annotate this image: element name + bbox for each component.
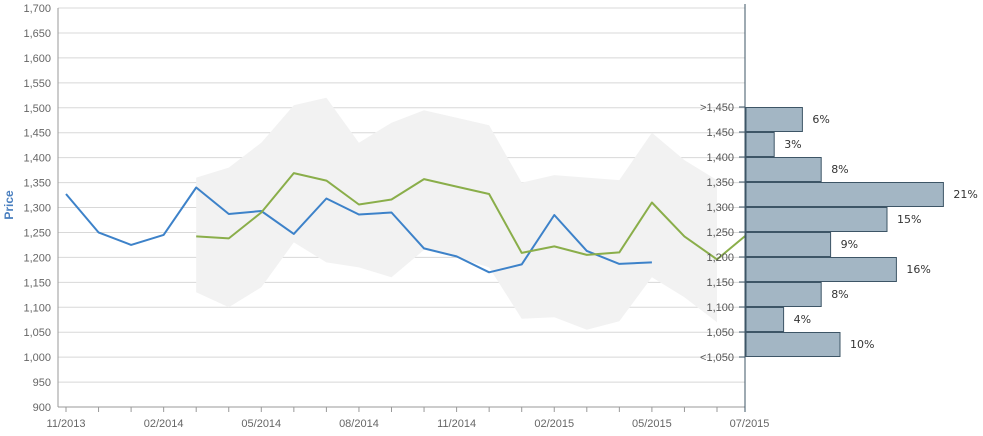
x-tick-label: 02/2014: [144, 418, 184, 430]
distribution-bin-label: <1,050: [700, 352, 734, 364]
y-tick-label: 1,550: [23, 78, 51, 90]
y-tick-label: 1,650: [23, 28, 51, 40]
distribution-bar: [745, 107, 803, 132]
y-tick-label: 1,500: [23, 103, 51, 115]
y-tick-label: 1,300: [23, 203, 51, 215]
distribution-bin-label: 1,150: [706, 277, 734, 289]
series-line-green: [196, 172, 751, 261]
x-tick-label: 07/2015: [730, 418, 770, 430]
y-axis-title: Price: [2, 190, 16, 220]
distribution-bin-label: 1,300: [706, 202, 734, 214]
y-tick-label: 1,600: [23, 53, 51, 65]
distribution-bin-label: 1,050: [706, 327, 734, 339]
distribution-bin-label: 1,450: [706, 127, 734, 139]
series-line-blue: [65, 186, 652, 274]
y-tick-label: 1,250: [23, 227, 51, 239]
distribution-bin-label: >1,450: [700, 102, 734, 114]
y-tick-label: 1,350: [23, 178, 51, 190]
y-tick-labels: 900 950 1,000 1,050 1,100 1,150 1,200 1,250 1,30…: [23, 3, 51, 414]
x-tick-label: 11/2013: [47, 418, 86, 430]
x-tick-label: 05/2014: [241, 418, 281, 430]
x-tick-label: 05/2015: [632, 418, 672, 430]
distribution-bar-pct: 10%: [850, 338, 874, 351]
distribution-bar-pct: 4%: [794, 313, 811, 326]
y-tick-label: 1,700: [23, 3, 51, 15]
distribution-bin-label: 1,200: [706, 252, 734, 264]
x-tick-label: 11/2014: [437, 418, 476, 430]
distribution-bar-pct: 8%: [831, 163, 848, 176]
grid-lines: [58, 7, 745, 408]
distribution-bars: >1,450 6% 1,450 3% 1,400 8% 1,350 21% 1,300 15% 1,…: [700, 102, 978, 364]
distribution-bar-pct: 15%: [897, 213, 921, 226]
x-tick-label: 02/2015: [534, 418, 574, 430]
distribution-bar-pct: 8%: [831, 288, 848, 301]
distribution-bar: [745, 132, 775, 157]
y-tick-label: 950: [33, 377, 51, 389]
distribution-bar-pct: 16%: [906, 263, 930, 276]
distribution-bar-pct: 6%: [812, 113, 829, 126]
y-tick-label: 1,400: [23, 153, 51, 165]
distribution-bar: [745, 307, 785, 332]
distribution-bin-label: 1,350: [706, 177, 734, 189]
y-tick-label: 1,050: [23, 327, 51, 339]
x-tick-labels: 11/2013 02/2014 05/2014 08/2014 11/2014 02/20…: [47, 418, 770, 430]
x-tick-label: 08/2014: [339, 418, 379, 430]
distribution-bar-pct: 9%: [841, 238, 858, 251]
y-tick-label: 1,200: [23, 252, 51, 264]
distribution-bin-label: 1,250: [706, 227, 734, 239]
range-band-area: [196, 97, 717, 330]
distribution-bar-pct: 21%: [953, 188, 977, 201]
distribution-bin-label: 1,100: [706, 302, 734, 314]
distribution-bar: [745, 232, 832, 257]
distribution-bar: [745, 157, 822, 182]
distribution-bar: [745, 207, 888, 232]
distribution-bar: [745, 257, 897, 282]
y-tick-label: 900: [33, 402, 51, 414]
distribution-bar-pct: 3%: [784, 138, 801, 151]
y-tick-label: 1,000: [23, 352, 51, 364]
distribution-bar: [745, 332, 841, 357]
axes: [57, 4, 746, 412]
y-tick-label: 1,100: [23, 302, 51, 314]
y-tick-label: 1,450: [23, 128, 51, 140]
range-band: [196, 97, 717, 330]
series-lines: [65, 172, 751, 274]
distribution-bar: [745, 282, 822, 307]
y-tick-label: 1,150: [23, 277, 51, 289]
distribution-bin-label: 1,400: [706, 152, 734, 164]
distribution-bar: [745, 182, 944, 207]
